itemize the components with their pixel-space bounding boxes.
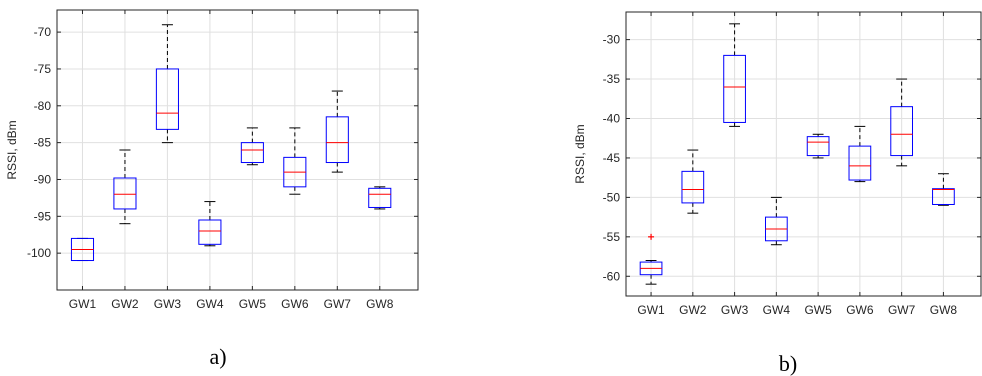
box-gw3 xyxy=(155,24,179,144)
chart-panel-a: -100 -95 -90 -85 -80 -75 -70 GW1 GW2 GW3 GW4 GW5 GW6… xyxy=(5,9,419,369)
y-tick-label: -50 xyxy=(603,190,621,204)
x-tick-label: GW6 xyxy=(281,297,309,311)
y-tick-label: -80 xyxy=(34,99,52,113)
box-iqr xyxy=(240,142,264,164)
box-iqr xyxy=(681,170,705,204)
box-gw8 xyxy=(932,173,955,206)
box-gw5 xyxy=(240,127,264,166)
box-iqr xyxy=(113,177,137,210)
x-tick-label: GW1 xyxy=(637,303,665,317)
y-tick-label: -85 xyxy=(34,136,52,150)
y-tick-label: -30 xyxy=(603,33,621,47)
outlier-marker xyxy=(648,233,655,240)
x-tick-label: GW8 xyxy=(930,303,958,317)
y-tick-label: -70 xyxy=(34,25,52,39)
y-tick-label: -60 xyxy=(603,269,621,283)
y-axis-label: RSSI, dBm xyxy=(573,124,587,183)
y-tick-label: -95 xyxy=(34,209,52,223)
box-iqr xyxy=(723,54,746,123)
x-tick-label: GW5 xyxy=(804,303,832,317)
chart-panel-b: -60 -55 -50 -45 -40 -35 -30 GW1 GW2 GW3 GW4 GW5 GW6 G… xyxy=(573,11,982,376)
box-gw7 xyxy=(890,78,914,167)
box-iqr xyxy=(848,145,872,181)
y-axis-label: RSSI, dBm xyxy=(5,120,19,179)
box-iqr xyxy=(932,188,955,205)
box-iqr xyxy=(155,68,179,130)
y-tick-label: -90 xyxy=(34,172,52,186)
x-tick-label: GW4 xyxy=(196,297,224,311)
box-gw4 xyxy=(198,201,222,247)
box-gw8 xyxy=(368,186,392,210)
y-tick-label: -45 xyxy=(603,151,621,165)
box-gw3 xyxy=(723,23,746,127)
y-tick-label: -35 xyxy=(603,72,621,86)
plot-area xyxy=(57,10,418,290)
axes-frame xyxy=(56,9,419,291)
box-iqr xyxy=(890,106,914,157)
plot-area xyxy=(626,12,981,296)
x-tick-label: GW2 xyxy=(111,297,139,311)
x-tick-label: GW3 xyxy=(721,303,749,317)
box-gw5 xyxy=(806,133,830,159)
x-tick-label: GW3 xyxy=(154,297,182,311)
box-gw2 xyxy=(113,149,137,225)
y-tick-label: -40 xyxy=(603,112,621,126)
box-gw2 xyxy=(681,149,705,214)
panel-label: a) xyxy=(209,344,226,369)
x-tick-label: GW4 xyxy=(763,303,791,317)
box-iqr xyxy=(368,187,392,208)
box-gw1 xyxy=(70,237,95,262)
box-gw6 xyxy=(283,127,307,195)
x-tick-label: GW7 xyxy=(888,303,916,317)
box-iqr xyxy=(198,219,222,245)
panel-label: b) xyxy=(779,351,797,376)
box-iqr xyxy=(806,136,830,157)
box-iqr xyxy=(325,116,349,164)
y-tick-label: -75 xyxy=(34,62,52,76)
x-tick-label: GW8 xyxy=(366,297,394,311)
box-gw4 xyxy=(764,196,788,246)
x-tick-label: GW2 xyxy=(679,303,707,317)
axes-frame xyxy=(625,11,982,297)
box-gw7 xyxy=(325,90,349,173)
y-tick-label: -55 xyxy=(603,230,621,244)
x-tick-label: GW5 xyxy=(239,297,267,311)
x-tick-label: GW6 xyxy=(846,303,874,317)
box-gw1 xyxy=(639,233,663,285)
x-tick-label: GW7 xyxy=(324,297,352,311)
y-tick-label: -100 xyxy=(27,246,51,260)
box-gw6 xyxy=(848,125,872,183)
x-tick-label: GW1 xyxy=(69,297,97,311)
